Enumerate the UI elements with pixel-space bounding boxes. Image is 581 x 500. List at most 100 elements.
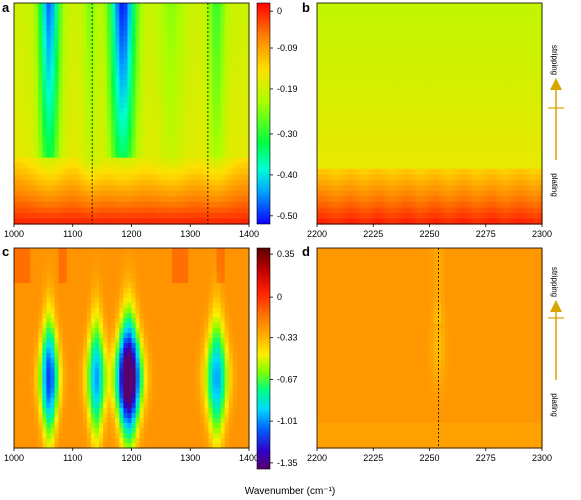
heat-cell	[196, 96, 201, 104]
heat-cell	[26, 207, 31, 214]
heat-cell	[115, 124, 120, 131]
heat-cell	[320, 3, 326, 10]
heat-cell	[429, 96, 434, 104]
heat-cell	[317, 85, 322, 93]
heat-cell	[429, 3, 434, 10]
heat-cell	[538, 25, 543, 32]
heat-cell	[417, 14, 423, 21]
heat-cell	[413, 25, 419, 32]
heat-cell	[119, 146, 124, 153]
heat-cell	[437, 91, 442, 98]
heat-cell	[196, 8, 201, 15]
heat-cell	[127, 96, 133, 104]
heat-cell	[538, 135, 543, 142]
heat-cell	[476, 3, 481, 10]
heat-cell	[26, 212, 31, 220]
heat-cell	[448, 25, 454, 32]
heat-cell	[172, 96, 177, 104]
heat-cell	[151, 135, 157, 142]
heat-cell	[530, 14, 535, 21]
heat-cell	[42, 179, 48, 186]
heat-cell	[348, 69, 353, 76]
heat-cell	[180, 52, 185, 59]
heat-cell	[236, 152, 242, 159]
heat-cell	[534, 41, 539, 48]
heat-cell	[95, 141, 100, 148]
heat-cell	[34, 318, 39, 324]
heat-cell	[236, 196, 242, 203]
heat-cell	[514, 146, 520, 153]
heat-cell	[131, 107, 137, 115]
heat-cell	[421, 8, 427, 15]
heat-cell	[441, 80, 446, 87]
heat-cell	[180, 91, 185, 98]
heat-cell	[58, 36, 64, 43]
heat-cell	[163, 80, 169, 87]
heat-cell	[38, 383, 43, 389]
heat-cell	[147, 185, 153, 192]
heat-cell	[123, 185, 129, 192]
heat-cell	[340, 163, 345, 170]
heat-cell	[131, 41, 137, 48]
heat-cell	[70, 25, 76, 32]
heat-cell	[38, 428, 43, 434]
heat-cell	[375, 52, 380, 59]
heat-cell	[200, 201, 206, 209]
heat-cell	[460, 102, 466, 109]
heat-cell	[115, 196, 120, 203]
heat-cell	[538, 113, 543, 120]
heat-cell	[445, 190, 450, 197]
x-ticks-b: 2200 2225 2250 2275 2300	[307, 224, 552, 239]
colorbar-tick-label: -0.09	[277, 43, 298, 53]
heat-cell	[371, 212, 376, 220]
heat-cell	[514, 52, 520, 59]
heat-cell	[196, 157, 201, 164]
heat-cell	[131, 135, 137, 142]
heat-cell	[351, 141, 357, 148]
heat-cell	[123, 124, 129, 131]
heat-cell	[155, 36, 161, 43]
heat-cell	[375, 113, 380, 120]
heat-cell	[172, 119, 177, 126]
heat-cell	[510, 201, 516, 209]
heat-cell	[151, 146, 157, 153]
heat-cell	[224, 25, 230, 32]
heat-cell	[317, 63, 322, 70]
heat-cell	[328, 157, 334, 164]
heat-cell	[320, 30, 326, 37]
heat-cell	[433, 69, 438, 76]
heat-cell	[34, 25, 39, 32]
heat-cell	[348, 30, 353, 37]
heat-cell	[34, 179, 39, 186]
heat-cell	[448, 179, 454, 186]
heat-cell	[228, 91, 234, 98]
heat-cell	[460, 163, 466, 170]
heat-cell	[212, 96, 218, 104]
heat-cell	[363, 3, 369, 10]
heat-cell	[464, 80, 469, 87]
heat-cell	[417, 8, 423, 15]
heat-cell	[522, 74, 528, 81]
heat-cell	[188, 8, 193, 15]
heat-cell	[534, 201, 539, 209]
heat-cell	[390, 174, 396, 181]
heat-cell	[167, 96, 173, 104]
heat-cell	[216, 113, 222, 120]
heat-cell	[510, 69, 516, 76]
heat-cell	[220, 190, 226, 197]
heat-cell	[62, 113, 68, 120]
heat-cell	[180, 63, 185, 70]
heat-cell	[204, 168, 210, 175]
heat-cell	[111, 102, 116, 109]
heat-cell	[107, 96, 112, 104]
heat-cell	[103, 168, 108, 175]
heat-cell	[34, 398, 39, 404]
heat-cell	[425, 113, 431, 120]
heat-cell	[386, 196, 392, 203]
heat-cell	[74, 185, 80, 192]
heat-cell	[192, 207, 197, 214]
heat-cell	[30, 174, 35, 181]
heat-cell	[433, 74, 438, 81]
heat-cell	[123, 47, 129, 54]
heat-cell	[468, 107, 473, 115]
